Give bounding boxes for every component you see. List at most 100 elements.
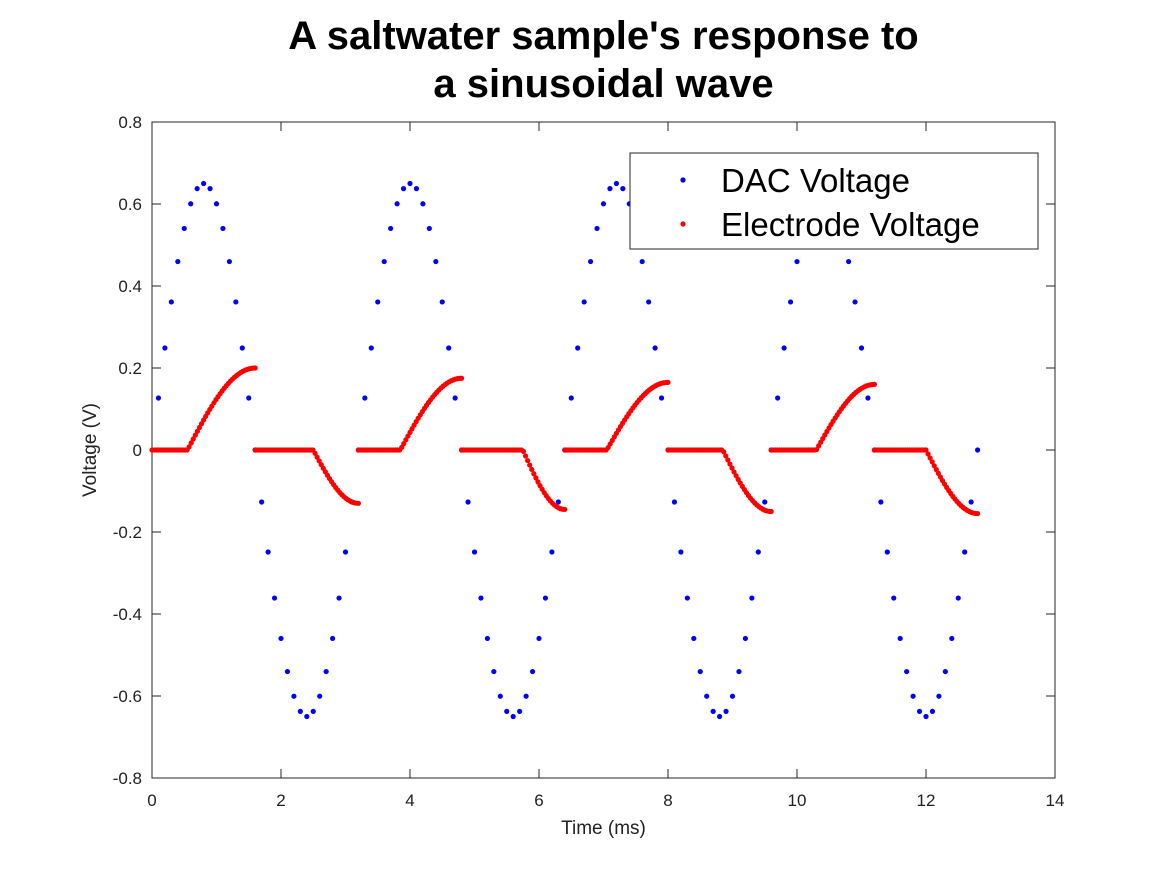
dac-voltage-point	[265, 549, 271, 555]
y-tick-label: 0.8	[118, 113, 142, 132]
dac-voltage-point	[330, 635, 336, 642]
dac-voltage-point	[710, 708, 716, 714]
dac-voltage-point	[865, 395, 871, 401]
electrode-voltage-point	[975, 510, 981, 517]
y-tick-label: -0.2	[113, 523, 142, 542]
dac-voltage-point	[910, 693, 916, 699]
electrode-voltage-point	[522, 453, 529, 459]
dac-voltage-point	[452, 395, 458, 401]
electrode-voltage-point	[527, 462, 533, 468]
dac-voltage-point	[536, 635, 542, 642]
dac-voltage-point	[891, 595, 897, 601]
dac-voltage-point	[968, 499, 974, 505]
electrode-voltage-point	[459, 375, 465, 381]
dac-voltage-point	[904, 668, 910, 675]
dac-voltage-point	[394, 201, 400, 207]
dac-voltage-point	[858, 345, 865, 351]
electrode-voltage-point	[927, 455, 933, 461]
dac-voltage-point	[336, 595, 342, 601]
dac-voltage-point	[581, 299, 587, 305]
dac-voltage-point	[794, 258, 800, 265]
dac-voltage-point	[213, 201, 220, 207]
electrode-voltage-point	[871, 381, 878, 387]
x-tick-label: 12	[917, 791, 936, 810]
dac-voltage-point	[607, 186, 613, 192]
dac-voltage-point	[478, 595, 484, 601]
dac-voltage-point	[684, 595, 690, 601]
x-tick-label: 6	[534, 791, 543, 810]
x-axis-label: Time (ms)	[561, 818, 646, 839]
tick-group: 0 2 4 6 8 10 12 14 -0.8 -0.6 -0.4 -0.2 0 0.2 0.4 0.6 0.8	[113, 113, 1065, 810]
dac-voltage-point	[162, 345, 168, 351]
dac-voltage-point	[471, 549, 478, 555]
dac-voltage-point	[407, 180, 413, 187]
dac-voltage-point	[897, 635, 903, 642]
electrode-voltage-point	[923, 447, 929, 453]
dac-voltage-point	[652, 345, 658, 351]
electrode-voltage-point	[525, 457, 531, 464]
dac-voltage-point	[704, 693, 710, 699]
dac-voltage-point	[568, 395, 574, 401]
dac-voltage-point	[291, 693, 297, 699]
x-tick-label: 2	[276, 791, 285, 810]
dac-voltage-point	[717, 713, 723, 720]
electrode-voltage-point	[186, 444, 192, 450]
legend: DAC Voltage Electrode Voltage	[629, 152, 1039, 250]
electrode-voltage-point	[520, 448, 527, 455]
electrode-voltage-point	[355, 500, 361, 506]
dac-voltage-point	[375, 299, 381, 305]
dac-voltage-point	[723, 708, 729, 714]
electrode-voltage-series	[149, 365, 981, 517]
x-tick-label: 4	[405, 791, 414, 810]
electrode-voltage-point	[399, 444, 405, 450]
dac-voltage-point	[613, 180, 620, 187]
dac-voltage-point	[362, 395, 368, 401]
dac-voltage-point	[755, 549, 761, 555]
legend-label-electrode: Electrode Voltage	[721, 206, 980, 243]
dac-voltage-point	[284, 668, 291, 675]
dac-voltage-point	[949, 635, 955, 642]
dac-voltage-point	[962, 549, 968, 555]
electrode-voltage-point	[723, 453, 729, 459]
dac-voltage-point	[278, 635, 284, 642]
electrode-voltage-point	[729, 465, 735, 471]
dac-voltage-point	[594, 225, 600, 232]
dac-voltage-point	[775, 395, 781, 401]
dac-voltage-point	[504, 708, 510, 714]
y-tick-label: 0	[133, 441, 142, 460]
dac-voltage-point	[484, 635, 490, 642]
dac-voltage-point	[929, 708, 936, 714]
dac-voltage-point	[226, 258, 232, 265]
dac-voltage-point	[433, 258, 439, 265]
dac-voltage-point	[239, 345, 245, 351]
plot-area: 0 2 4 6 8 10 12 14 -0.8 -0.6 -0.4 -0.2 0 0.2 0.4 0.6 0.8	[113, 113, 1065, 810]
dac-voltage-point	[729, 693, 736, 699]
y-tick-label: -0.6	[113, 687, 142, 706]
dac-voltage-point	[323, 668, 329, 675]
dac-voltage-point	[181, 225, 187, 232]
dac-voltage-point	[884, 549, 890, 555]
dac-voltage-point	[175, 258, 181, 265]
dac-voltage-point	[523, 693, 529, 699]
dac-voltage-point	[388, 225, 394, 232]
electrode-voltage-point	[312, 450, 318, 456]
dac-voltage-point	[188, 201, 194, 207]
x-tick-label: 8	[663, 791, 672, 810]
dac-voltage-point	[446, 345, 452, 351]
dac-voltage-point	[878, 499, 884, 505]
dac-voltage-point	[491, 668, 497, 675]
dac-voltage-point	[426, 225, 432, 232]
dac-voltage-point	[955, 595, 961, 601]
y-axis-label: Voltage (V)	[80, 403, 101, 497]
y-tick-label: 0.6	[118, 195, 142, 214]
dac-voltage-point	[207, 186, 213, 192]
electrode-voltage-point	[727, 461, 733, 467]
y-tick-label: -0.8	[113, 769, 142, 788]
legend-marker-electrode	[680, 221, 686, 227]
electrode-voltage-point	[731, 469, 737, 475]
electrode-voltage-point	[194, 428, 201, 434]
dac-voltage-point	[310, 708, 316, 714]
dac-voltage-point	[233, 299, 239, 305]
y-tick-label: -0.4	[113, 605, 142, 624]
dac-voltage-point	[368, 345, 374, 351]
